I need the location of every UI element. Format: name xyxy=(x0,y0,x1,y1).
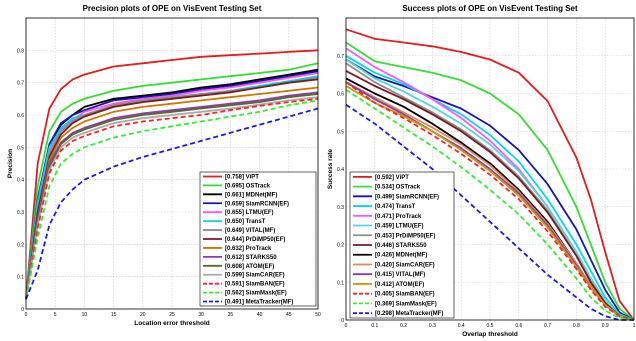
precision-series-line xyxy=(25,49,319,300)
success-legend-label: [0.446] STARKS50 xyxy=(375,243,427,249)
precision-legend-label: [0.612] STARKS50 xyxy=(225,255,277,261)
success-xtick-label: 0.8 xyxy=(573,323,580,329)
precision-ytick-label: 0.7 xyxy=(17,81,24,87)
precision-legend-label: [0.562] SiamMask(EF) xyxy=(225,291,287,297)
precision-series-line xyxy=(25,70,319,300)
success-series-line xyxy=(345,28,635,321)
success-axes-frame xyxy=(345,17,635,321)
success-ytick-label: 0.3 xyxy=(337,205,344,211)
success-xtick-label: 0.1 xyxy=(371,323,378,329)
success-xtick-label: 0.2 xyxy=(400,323,407,329)
precision-ylabel: Precision xyxy=(7,149,14,178)
success-ytick-label: 0.6 xyxy=(337,92,344,98)
success-legend-label: [0.471] ProTrack xyxy=(375,214,422,220)
precision-legend-label: [0.491] MetaTracker(MF) xyxy=(225,300,293,306)
success-ytick-label: 0.2 xyxy=(337,243,344,249)
success-legend-label: [0.534] OSTrack xyxy=(375,185,421,191)
precision-legend-label: [0.661] MDNet(MF) xyxy=(225,192,277,198)
success-series-line xyxy=(345,58,635,321)
precision-legend-label: [0.650] TransT xyxy=(225,219,266,225)
success-ytick-label: 0.7 xyxy=(337,54,344,60)
success-legend-label: [0.405] SiamBAN(EF) xyxy=(375,292,435,298)
precision-series-line xyxy=(25,72,319,300)
success-legend-label: [0.474] TransT xyxy=(375,204,416,210)
precision-series-line xyxy=(25,78,319,300)
precision-xlabel: Location error threshold xyxy=(134,320,210,327)
success-legend-label: [0.412] ATOM(EF) xyxy=(375,282,424,288)
precision-xtick-label: 0 xyxy=(25,312,28,318)
precision-series-line xyxy=(25,86,319,300)
success-legend-label: [0.592] ViPT xyxy=(375,175,409,181)
precision-xtick-label: 40 xyxy=(257,312,263,318)
precision-xtick-label: 35 xyxy=(228,312,234,318)
success-series-line xyxy=(345,58,635,321)
success-series-line xyxy=(345,41,635,321)
success-legend-label: [0.453] PrDiMP50(EF) xyxy=(375,233,435,239)
success-legend-label: [0.499] SiamRCNN(EF) xyxy=(375,194,439,200)
precision-legend-label: [0.644] PrDiMP50(EF) xyxy=(225,237,285,243)
success-legend-label: [0.459] LTMU(EF) xyxy=(375,224,424,230)
precision-legend-label: [0.649] VITAL(MF) xyxy=(225,228,275,234)
success-legend-label: [0.426] MDNet(MF) xyxy=(375,253,427,259)
precision-xtick-label: 50 xyxy=(315,312,321,318)
precision-ytick-label: 0 xyxy=(21,307,24,313)
precision-xtick-label: 25 xyxy=(169,312,175,318)
precision-axes-frame xyxy=(25,17,319,310)
success-legend-label: [0.298] MetaTracker(MF) xyxy=(375,311,443,317)
success-ytick-label: 0 xyxy=(341,318,344,324)
success-legend-label: [0.420] SiamCAR(EF) xyxy=(375,262,435,268)
precision-series-line xyxy=(25,62,319,300)
precision-title: Precision plots of OPE on VisEvent Testi… xyxy=(83,4,262,13)
precision-series-line xyxy=(25,91,319,300)
success-ytick-label: 0.4 xyxy=(337,167,344,173)
precision-xtick-label: 10 xyxy=(82,312,88,318)
success-series-line xyxy=(345,104,634,321)
precision-xtick-label: 20 xyxy=(140,312,146,318)
precision-xtick-label: 45 xyxy=(286,312,292,318)
precision-series-line xyxy=(25,96,319,300)
success-series-line xyxy=(345,70,635,321)
success-xtick-label: 0.7 xyxy=(544,323,551,329)
precision-ytick-label: 0.8 xyxy=(17,48,24,54)
success-series-line xyxy=(345,55,635,321)
precision-ytick-label: 0.1 xyxy=(17,275,24,281)
success-xtick-label: 0.5 xyxy=(487,323,494,329)
precision-legend-label: [0.632] ProTrack xyxy=(225,246,272,252)
precision-ytick-label: 0.3 xyxy=(17,210,24,216)
success-xtick-label: 0.4 xyxy=(458,323,465,329)
precision-legend-label: [0.599] SiamCAR(EF) xyxy=(225,273,285,279)
success-ylabel: Success rate xyxy=(327,149,334,189)
success-xtick-label: 0.6 xyxy=(515,323,522,329)
precision-legend-label: [0.608] ATOM(EF) xyxy=(225,264,274,270)
success-xlabel: Overlap threshold xyxy=(462,331,518,338)
precision-xtick-label: 30 xyxy=(198,312,204,318)
success-series-line xyxy=(345,81,635,321)
success-xtick-label: 0.3 xyxy=(429,323,436,329)
precision-ytick-label: 0.4 xyxy=(17,178,24,184)
success-legend-label: [0.415] VITAL(MF) xyxy=(375,272,425,278)
precision-ytick-label: 0.6 xyxy=(17,113,24,119)
precision-legend-label: [0.655] LTMU(EF) xyxy=(225,210,274,216)
precision-series-line xyxy=(25,93,319,300)
success-xtick-label: 0 xyxy=(345,323,348,329)
success-series-line xyxy=(345,85,635,321)
success-legend-label: [0.369] SiamMask(EF) xyxy=(375,301,437,307)
success-series-line xyxy=(345,88,635,321)
precision-legend-label: [0.758] ViPT xyxy=(225,174,259,180)
precision-xtick-label: 15 xyxy=(111,312,117,318)
success-title: Success plots of OPE on VisEvent Testing… xyxy=(402,4,578,13)
precision-series-line xyxy=(25,97,319,300)
precision-legend-label: [0.591] SiamBAN(EF) xyxy=(225,282,285,288)
precision-legend-label: [0.695] OSTrack xyxy=(225,183,271,189)
precision-legend-label: [0.659] SiamRCNN(EF) xyxy=(225,201,289,207)
success-xtick-label: 1 xyxy=(633,323,636,329)
success-ytick-label: 0.1 xyxy=(337,280,344,286)
success-xtick-label: 0.9 xyxy=(602,323,609,329)
precision-xtick-label: 5 xyxy=(54,312,57,318)
precision-series-line xyxy=(25,107,319,300)
success-ytick-label: 0.5 xyxy=(337,129,344,135)
precision-ytick-label: 0.2 xyxy=(17,242,24,248)
precision-ytick-label: 0.5 xyxy=(17,145,24,151)
